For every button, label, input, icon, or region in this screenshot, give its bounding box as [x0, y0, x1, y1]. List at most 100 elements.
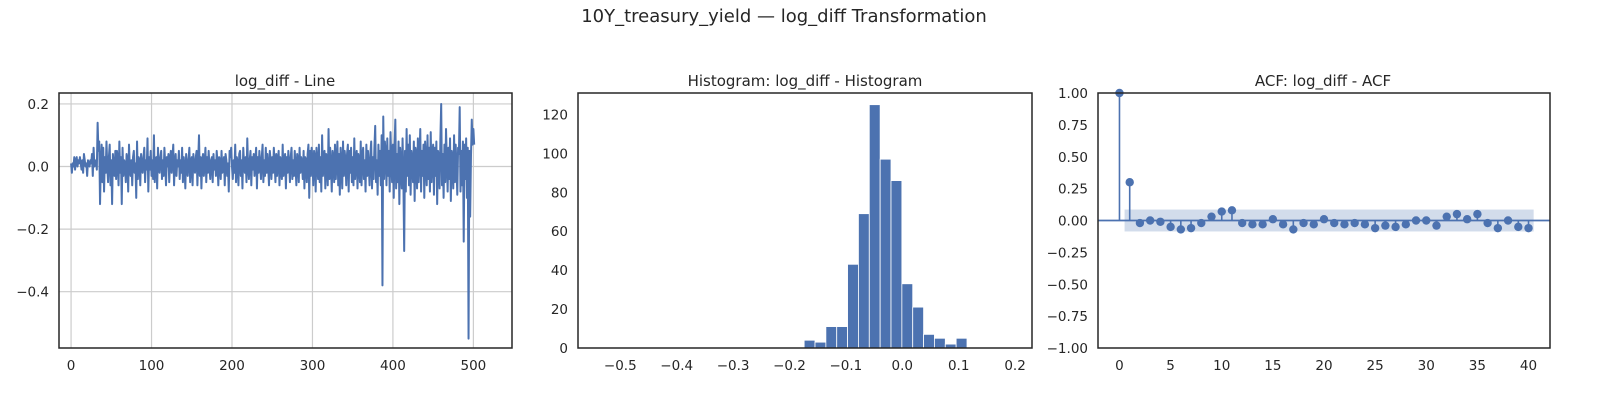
acf-marker [1227, 206, 1237, 215]
acf-y-tick-label: 0.00 [1058, 214, 1088, 230]
acf-marker [1186, 223, 1196, 233]
histogram-panel: Histogram: log_diff - Histogram −0.5 −0.4… [542, 72, 1033, 374]
line-chart-y-tick-label: 0.2 [28, 97, 49, 113]
acf-y-ticks: −1.00 −0.75 −0.50 −0.25 0.00 0.25 0.50 0.75 1.00 [1047, 86, 1088, 357]
line-chart-x-tick-label: 100 [139, 358, 165, 374]
histogram-x-tick-label: −0.4 [660, 358, 693, 374]
acf-x-ticks: 0 5 10 15 20 25 30 35 40 [1115, 358, 1537, 374]
acf-marker [1145, 216, 1155, 225]
histogram-bar [923, 333, 935, 349]
acf-marker [1217, 207, 1226, 216]
acf-y-tick-label: 0.25 [1058, 182, 1088, 198]
line-chart-x-ticks: 0 100 200 300 400 500 [67, 358, 486, 374]
histogram-y-tick-label: 60 [551, 224, 568, 240]
histogram-bar [934, 337, 946, 349]
line-chart-x-tick-label: 0 [67, 358, 76, 374]
acf-marker [1207, 212, 1216, 221]
acf-marker [1452, 209, 1462, 219]
histogram-y-tick-label: 120 [542, 107, 568, 123]
acf-marker [1422, 216, 1431, 225]
acf-marker [1493, 223, 1503, 233]
acf-marker [1442, 212, 1451, 221]
acf-marker [1524, 223, 1533, 233]
histogram-y-tick-label: 80 [551, 185, 568, 201]
histogram-x-tick-label: 0.2 [1004, 358, 1025, 374]
acf-stems [1115, 88, 1533, 234]
acf-marker [1135, 218, 1145, 228]
acf-x-tick-label: 20 [1315, 358, 1332, 374]
acf-y-tick-label: 0.75 [1058, 118, 1088, 134]
acf-frame [1097, 92, 1551, 349]
acf-x-tick-label: 35 [1469, 358, 1486, 374]
acf-y-tick-label: −0.75 [1047, 309, 1088, 325]
acf-y-tick-label: −0.25 [1047, 245, 1088, 261]
acf-marker [1278, 220, 1288, 229]
line-chart-grid [59, 93, 512, 348]
histogram-x-tick-label: −0.1 [829, 358, 862, 374]
acf-y-tick-label: 1.00 [1058, 86, 1088, 102]
histogram-bar [803, 339, 816, 349]
histogram-y-tick-label: 0 [559, 341, 568, 357]
line-chart-y-tick-label: 0.0 [28, 160, 49, 176]
histogram-y-tick-label: 40 [551, 263, 568, 279]
line-chart-frame [58, 92, 513, 349]
histogram-title: Histogram: log_diff - Histogram [688, 72, 923, 91]
histogram-bars [803, 104, 968, 349]
acf-marker [1330, 218, 1339, 228]
histogram-bar [847, 263, 859, 349]
figure-suptitle: 10Y_treasury_yield — log_diff Transforma… [581, 6, 987, 27]
acf-title: ACF: log_diff - ACF [1255, 72, 1391, 91]
acf-marker [1248, 220, 1257, 229]
histogram-y-tick-label: 100 [542, 146, 568, 162]
histogram-bar [890, 180, 903, 349]
line-chart-y-tick-label: −0.4 [16, 285, 49, 301]
acf-x-tick-label: 10 [1213, 358, 1230, 374]
acf-marker [1309, 220, 1318, 229]
histogram-bar [814, 341, 827, 349]
acf-panel: ACF: log_diff - ACF 0 5 10 15 20 25 30 35 40 −1.… [1047, 72, 1551, 374]
line-chart-title: log_diff - Line [235, 72, 336, 91]
acf-marker [1503, 216, 1513, 225]
line-chart-panel: log_diff - Line 0 100 200 300 400 500 −0.4−0.… [16, 72, 513, 374]
acf-y-tick-label: −1.00 [1047, 341, 1088, 357]
line-chart-series [70, 102, 476, 340]
acf-marker [1237, 218, 1247, 228]
line-chart-x-tick-label: 200 [219, 358, 245, 374]
histogram-x-ticks: −0.5 −0.4 −0.3 −0.2 −0.1 0.0 0.1 0.2 [604, 358, 1026, 374]
acf-marker [1289, 225, 1298, 234]
acf-y-tick-label: −0.50 [1047, 277, 1088, 293]
acf-marker [1370, 223, 1380, 233]
line-chart-y-ticks: −0.4 −0.2 0.0 0.2 [16, 97, 49, 301]
acf-x-tick-label: 0 [1115, 358, 1124, 374]
acf-x-tick-label: 40 [1520, 358, 1537, 374]
histogram-bar [825, 326, 838, 349]
acf-marker [1268, 215, 1278, 224]
acf-marker [1391, 222, 1400, 232]
acf-x-tick-label: 5 [1166, 358, 1175, 374]
acf-marker [1432, 221, 1441, 230]
acf-x-tick-label: 25 [1367, 358, 1384, 374]
acf-marker [1166, 222, 1175, 232]
acf-marker [1125, 178, 1134, 187]
histogram-x-tick-label: 0.1 [948, 358, 969, 374]
acf-marker [1473, 209, 1482, 219]
acf-marker [1299, 218, 1308, 228]
acf-marker [1258, 220, 1267, 229]
acf-y-tick-label: 0.50 [1058, 150, 1088, 166]
line-chart-series-line [70, 102, 476, 340]
line-chart-x-tick-label: 400 [380, 358, 406, 374]
acf-x-tick-label: 30 [1418, 358, 1435, 374]
acf-marker [1176, 225, 1186, 234]
histogram-bar [879, 158, 892, 349]
line-chart-y-tick-label: −0.2 [16, 222, 49, 238]
histogram-x-tick-label: −0.3 [717, 358, 750, 374]
histogram-bar [868, 104, 881, 349]
histogram-bar [901, 283, 914, 349]
histogram-y-tick-label: 20 [551, 302, 568, 318]
acf-marker [1319, 215, 1329, 224]
line-chart-x-tick-label: 300 [300, 358, 326, 374]
histogram-y-ticks: 0 20 40 60 80 100 120 [542, 107, 568, 357]
acf-marker [1197, 218, 1206, 228]
histogram-x-tick-label: 0.0 [892, 358, 913, 374]
